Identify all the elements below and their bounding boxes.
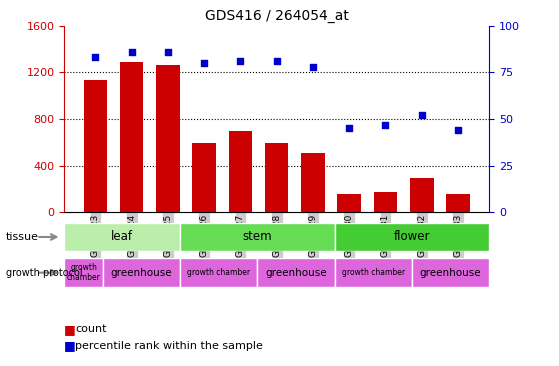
Bar xyxy=(338,194,361,212)
Text: greenhouse: greenhouse xyxy=(111,268,172,278)
Text: stem: stem xyxy=(243,231,272,243)
Bar xyxy=(180,223,335,251)
Text: flower: flower xyxy=(394,231,430,243)
Point xyxy=(127,49,136,55)
Text: growth protocol: growth protocol xyxy=(6,268,82,278)
Text: growth
chamber: growth chamber xyxy=(67,263,101,283)
Bar xyxy=(192,143,216,212)
Point xyxy=(309,64,318,70)
Text: ■: ■ xyxy=(64,323,76,336)
Bar xyxy=(84,81,107,212)
Bar xyxy=(265,143,288,212)
Point xyxy=(91,55,100,60)
Point xyxy=(417,112,426,118)
Bar xyxy=(120,62,144,212)
Point xyxy=(200,60,209,66)
Text: percentile rank within the sample: percentile rank within the sample xyxy=(75,341,263,351)
Bar xyxy=(156,65,179,212)
Text: growth chamber: growth chamber xyxy=(342,268,405,277)
Bar xyxy=(64,258,103,287)
Point xyxy=(345,125,354,131)
Bar xyxy=(374,192,397,212)
Text: tissue: tissue xyxy=(6,232,39,242)
Bar xyxy=(446,194,470,212)
Text: ■: ■ xyxy=(64,339,76,352)
Point xyxy=(272,58,281,64)
Bar xyxy=(180,258,257,287)
Text: leaf: leaf xyxy=(111,231,133,243)
Point xyxy=(236,58,245,64)
Bar xyxy=(335,223,489,251)
Bar xyxy=(410,179,434,212)
Title: GDS416 / 264054_at: GDS416 / 264054_at xyxy=(205,9,349,23)
Bar xyxy=(301,153,325,212)
Point xyxy=(163,49,172,55)
Bar xyxy=(335,258,412,287)
Text: growth chamber: growth chamber xyxy=(187,268,250,277)
Point xyxy=(381,122,390,127)
Bar xyxy=(103,258,180,287)
Text: count: count xyxy=(75,324,107,335)
Bar xyxy=(64,223,180,251)
Text: greenhouse: greenhouse xyxy=(420,268,481,278)
Bar xyxy=(257,258,335,287)
Point xyxy=(453,127,462,133)
Text: greenhouse: greenhouse xyxy=(265,268,327,278)
Bar xyxy=(412,258,489,287)
Bar xyxy=(229,131,252,212)
